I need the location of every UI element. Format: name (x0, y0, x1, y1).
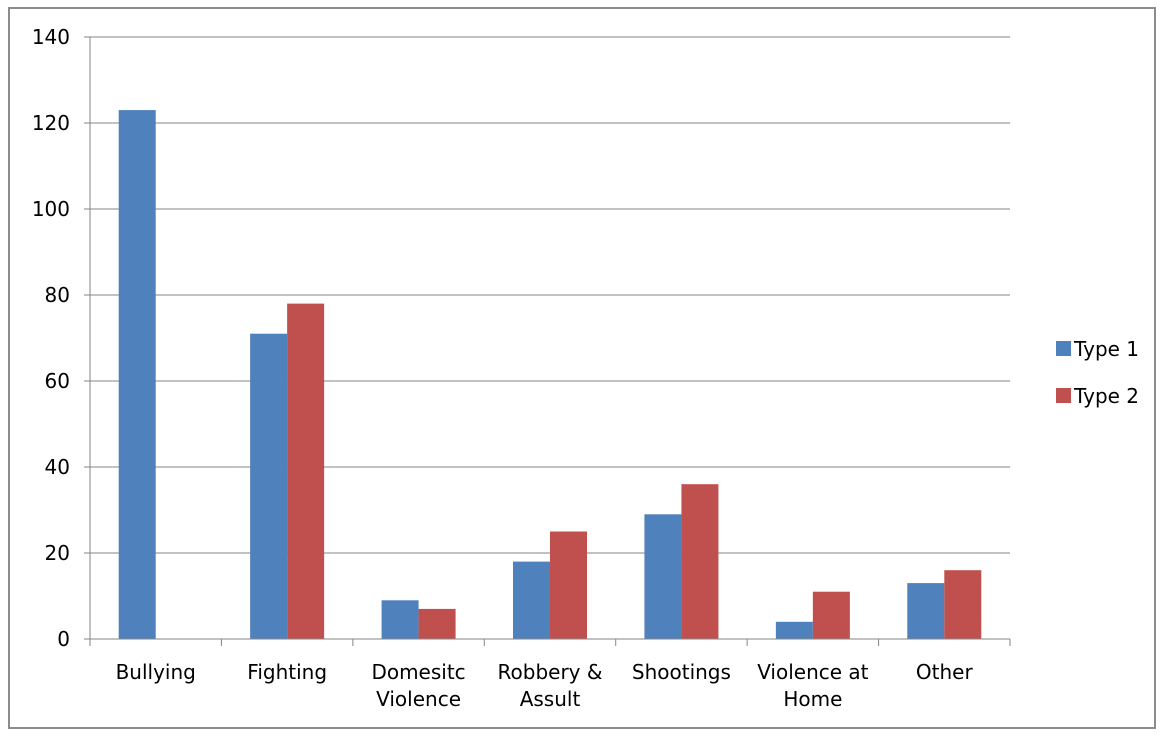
bars (118, 110, 982, 640)
bar-type-2 (944, 570, 982, 639)
bar-type-2 (418, 608, 456, 639)
y-tick-labels: 0 20 40 60 80 100 120 140 (32, 25, 70, 651)
x-category-label: Domesitc Violence (371, 660, 465, 711)
y-tick-label: 60 (45, 369, 70, 393)
x-category-label: Fighting (247, 660, 327, 684)
legend-label: Type 1 (1073, 337, 1139, 361)
bar-type-1 (907, 583, 945, 639)
bar-type-2 (681, 484, 719, 639)
bar-type-1 (118, 110, 156, 640)
legend: Type 1 Type 2 (1056, 337, 1139, 408)
bar-type-2 (812, 591, 850, 639)
x-category-label-line: Violence (376, 687, 461, 711)
bar-type-2 (287, 303, 325, 639)
x-category-label: Violence at Home (757, 660, 868, 711)
x-category-label-line: Other (916, 660, 974, 684)
x-category-label-line: Bullying (116, 660, 196, 684)
x-category-label-line: Assult (520, 687, 581, 711)
x-category-label-line: Violence at (757, 660, 868, 684)
x-category-label: Other (916, 660, 974, 684)
y-tick-label: 100 (32, 197, 70, 221)
axes (84, 36, 1011, 646)
bar-type-1 (250, 333, 288, 639)
x-category-label-line: Fighting (247, 660, 327, 684)
x-category-label-line: Robbery & (498, 660, 603, 684)
bar-type-1 (775, 621, 813, 639)
legend-swatch (1056, 341, 1071, 356)
y-tick-label: 80 (45, 283, 70, 307)
x-category-label: Robbery & Assult (498, 660, 603, 711)
x-category-label-line: Shootings (632, 660, 731, 684)
x-category-label: Bullying (116, 660, 196, 684)
bar-type-1 (513, 561, 550, 639)
y-tick-label: 0 (57, 627, 70, 651)
bar-type-2 (550, 531, 587, 639)
x-category-label-line: Domesitc (371, 660, 465, 684)
legend-swatch (1056, 388, 1071, 403)
legend-label: Type 2 (1073, 384, 1139, 408)
y-tick-label: 40 (45, 455, 70, 479)
x-category-labels: Bullying Fighting Domesitc Violence Robbery … (116, 660, 974, 711)
gridlines (90, 36, 1010, 554)
bar-type-1 (381, 600, 419, 639)
x-category-label: Shootings (632, 660, 731, 684)
y-tick-label: 140 (32, 25, 70, 49)
y-tick-label: 20 (45, 541, 70, 565)
x-category-label-line: Home (783, 687, 842, 711)
y-tick-label: 120 (32, 111, 70, 135)
bar-type-1 (644, 514, 682, 639)
